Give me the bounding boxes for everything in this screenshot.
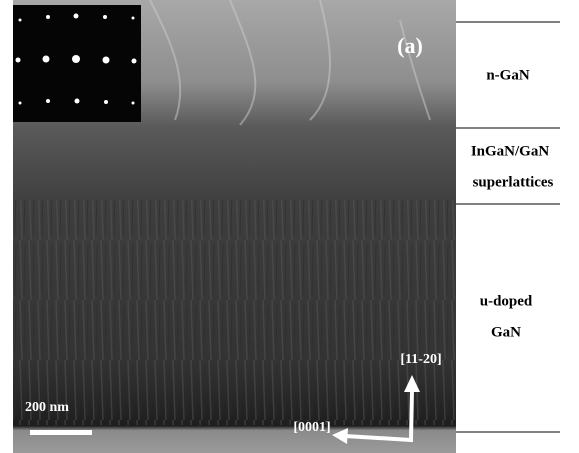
diffraction-inset (13, 5, 141, 122)
direction-left-label: [0001] (293, 420, 330, 435)
scale-bar-label: 200 nm (25, 400, 69, 415)
layer-label: u-doped (480, 293, 533, 309)
panel-label: (a) (397, 33, 423, 58)
layer-label: GaN (491, 324, 521, 340)
direction-up-label: [11-20] (400, 352, 441, 367)
layer-label: n-GaN (486, 67, 530, 83)
scale-bar (30, 430, 92, 435)
figure: (a) 200 nm [11-20] [0001] n-GaN InGaN/Ga… (0, 0, 579, 453)
page: (a) 200 nm [11-20] [0001] n-GaN InGaN/Ga… (0, 0, 579, 453)
layer-label: superlattices (473, 174, 554, 190)
layer-dividers (456, 22, 560, 432)
layer-label: InGaN/GaN (471, 143, 550, 159)
